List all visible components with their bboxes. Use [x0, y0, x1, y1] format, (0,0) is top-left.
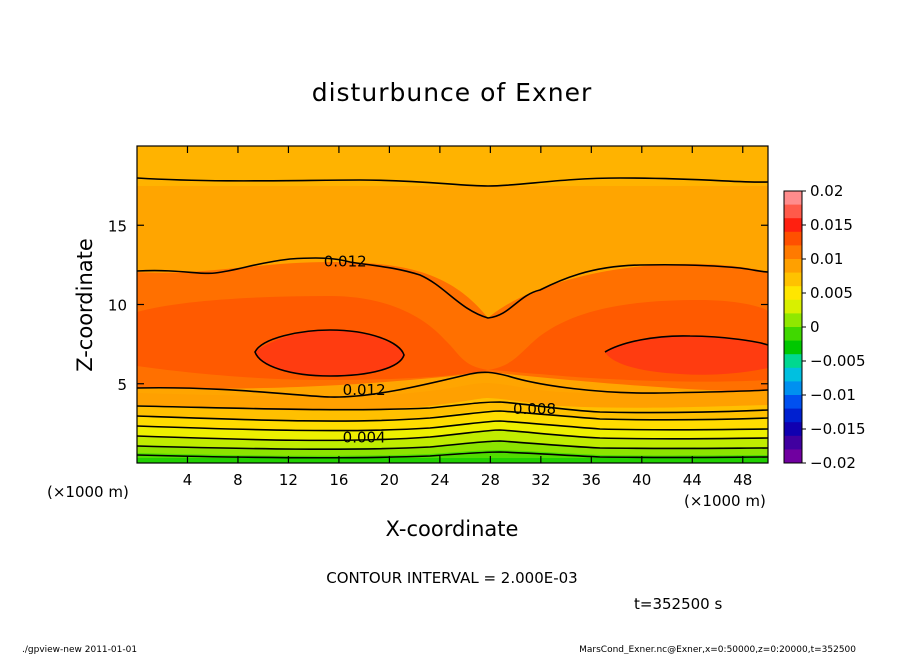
colorbar-swatches	[784, 191, 802, 464]
colorbar-tick-label: 0.005	[810, 284, 853, 302]
x-axis-label: X-coordinate	[386, 517, 519, 541]
colorbar-swatch	[784, 245, 802, 260]
colorbar-swatch	[784, 299, 802, 314]
colorbar-swatch	[784, 435, 802, 450]
colorbar-swatch	[784, 367, 802, 382]
y-tick-label: 10	[108, 297, 127, 315]
contour-label: 0.004	[343, 429, 386, 447]
footer-right: MarsCond_Exner.nc@Exner,x=0:50000,z=0:20…	[579, 645, 856, 654]
colorbar-swatch	[784, 218, 802, 233]
x-tick-label: 28	[481, 471, 500, 489]
colorbar-swatch	[784, 408, 802, 423]
colorbar-swatch	[784, 422, 802, 437]
time-label: t=352500 s	[634, 595, 722, 613]
contour-fill	[137, 262, 768, 463]
colorbar-tick-label: −0.005	[810, 352, 866, 370]
chart-title: disturbunce of Exner	[312, 78, 593, 107]
colorbar-swatch	[784, 313, 802, 328]
x-unit-left: (×1000 m)	[47, 483, 129, 501]
x-tick-label: 36	[582, 471, 601, 489]
colorbar-tick-label: 0.02	[810, 182, 843, 200]
x-tick-label: 12	[279, 471, 298, 489]
contour-lines	[137, 177, 768, 459]
colorbar-tick-label: 0	[810, 318, 820, 336]
y-axis-label: Z-coordinate	[73, 238, 97, 372]
colorbar-swatch	[784, 327, 802, 342]
colorbar-swatch	[784, 340, 802, 355]
colorbar-swatch	[784, 204, 802, 219]
colorbar-swatch	[784, 354, 802, 369]
colorbar-swatch	[784, 395, 802, 410]
colorbar-swatch	[784, 259, 802, 274]
colorbar-swatch	[784, 286, 802, 301]
x-axis-ticks: 4 8 12 16 20 24 28 32 36 40 44 48	[183, 146, 752, 489]
x-tick-label: 40	[632, 471, 651, 489]
y-tick-label: 15	[108, 217, 127, 235]
x-tick-label: 44	[683, 471, 702, 489]
y-axis-ticks: 5 10 15	[108, 217, 768, 394]
colorbar-swatch	[784, 449, 802, 464]
footer-left: ./gpview-new 2011-01-01	[22, 645, 137, 654]
colorbar-swatch	[784, 272, 802, 287]
x-unit-right: (×1000 m)	[684, 492, 766, 510]
contour-interval: CONTOUR INTERVAL = 2.000E-03	[326, 569, 577, 587]
colorbar-tick-label: −0.01	[810, 386, 856, 404]
x-tick-label: 16	[329, 471, 348, 489]
x-tick-label: 48	[733, 471, 752, 489]
contour-label: 0.008	[513, 400, 556, 418]
y-tick-label: 5	[117, 376, 127, 394]
contour-label: 0.012	[343, 381, 386, 399]
colorbar-tick-label: −0.02	[810, 454, 856, 472]
contour-label: 0.012	[324, 253, 367, 271]
colorbar-tick-label: 0.01	[810, 250, 843, 268]
x-tick-label: 20	[380, 471, 399, 489]
x-tick-label: 4	[183, 471, 193, 489]
colorbar-swatch	[784, 191, 802, 206]
contour-labels: 0.012 0.012 0.008 0.004	[324, 253, 556, 447]
x-tick-label: 8	[233, 471, 243, 489]
colorbar-tick-label: −0.015	[810, 420, 866, 438]
colorbar-swatch	[784, 381, 802, 396]
x-tick-label: 32	[531, 471, 550, 489]
colorbar-tick-label: 0.015	[810, 216, 853, 234]
colorbar: 0.02 0.015 0.01 0.005 0 −0.005 −0.01 −0.015 −0.0…	[783, 182, 866, 472]
colorbar-swatch	[784, 231, 802, 246]
x-tick-label: 24	[430, 471, 449, 489]
colorbar-ticks: 0.02 0.015 0.01 0.005 0 −0.005 −0.01 −0.015 −0.0…	[802, 182, 866, 472]
